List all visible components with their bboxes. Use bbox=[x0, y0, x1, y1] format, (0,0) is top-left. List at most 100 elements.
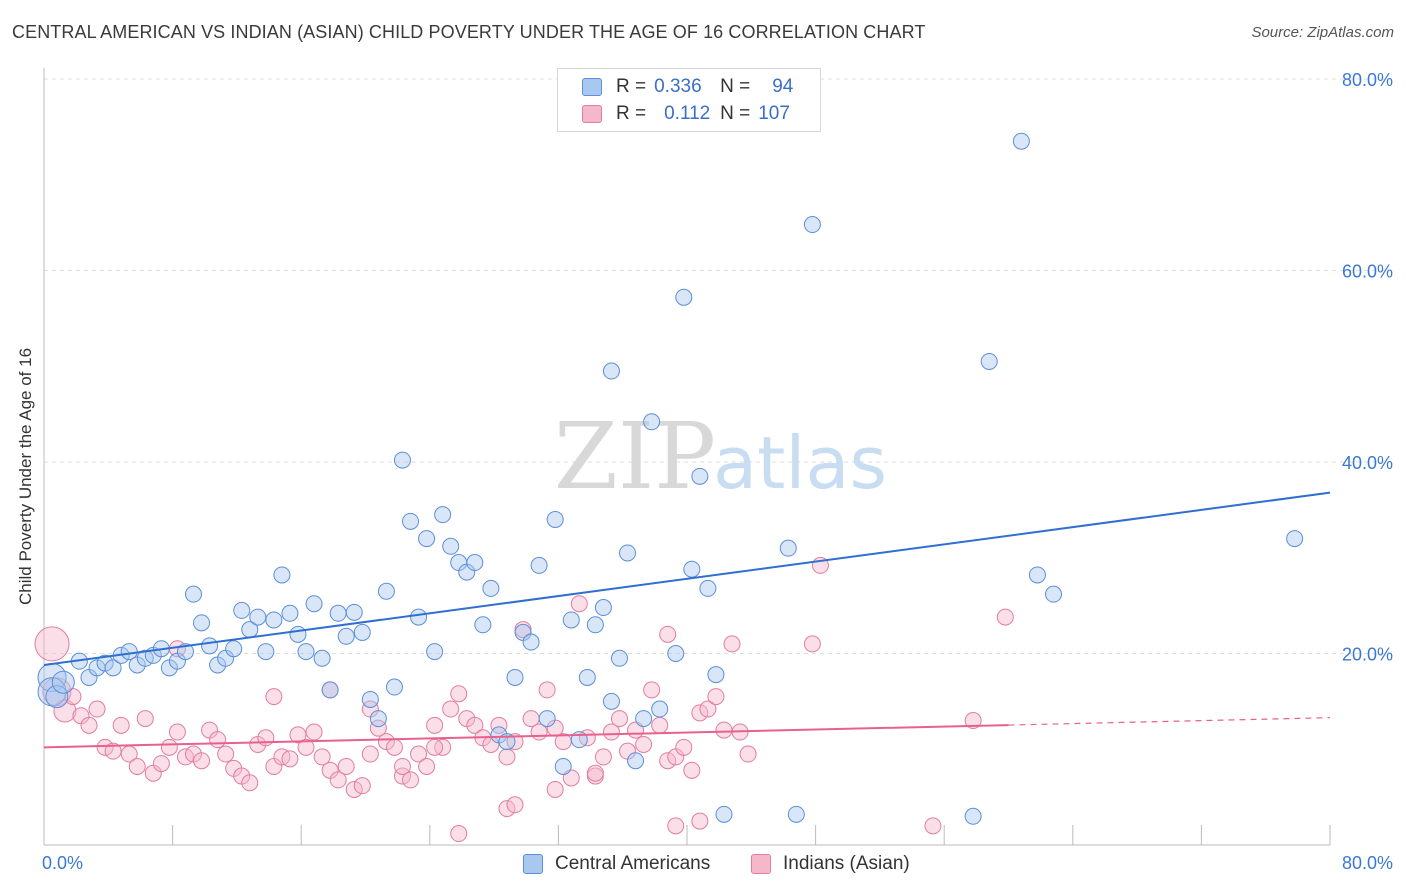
point-indians bbox=[683, 761, 701, 779]
legend-r-value: 0.336 bbox=[654, 76, 702, 97]
point-indians bbox=[490, 716, 508, 734]
point-central-americans bbox=[377, 582, 395, 600]
point-indians bbox=[297, 738, 315, 756]
y-tick-label: 40.0% bbox=[1342, 453, 1393, 473]
y-tick-label: 60.0% bbox=[1342, 262, 1393, 282]
legend-label-indians: Indians (Asian) bbox=[783, 853, 910, 874]
trend-lines bbox=[43, 491, 1331, 749]
legend-swatch-blue bbox=[582, 78, 602, 96]
point-indians bbox=[562, 769, 580, 787]
point-indians bbox=[289, 726, 307, 744]
point-central-americans bbox=[530, 556, 548, 574]
point-indians bbox=[643, 681, 661, 699]
point-indians bbox=[450, 825, 468, 843]
point-central-americans bbox=[651, 700, 669, 718]
point-indians bbox=[610, 710, 628, 728]
point-central-americans bbox=[201, 637, 219, 655]
point-central-americans bbox=[37, 677, 67, 707]
point-central-americans bbox=[715, 805, 733, 823]
point-indians bbox=[675, 738, 693, 756]
point-indians bbox=[498, 748, 516, 766]
legend-swatch-pink bbox=[582, 105, 602, 123]
point-central-americans bbox=[321, 681, 339, 699]
legend-row-central-americans: R = 0.336 N = 94 bbox=[582, 75, 793, 99]
point-central-americans bbox=[329, 604, 347, 622]
point-central-americans bbox=[249, 608, 267, 626]
point-indians bbox=[426, 716, 444, 734]
point-central-americans bbox=[1286, 530, 1304, 548]
legend-r-value: 0.112 bbox=[664, 103, 711, 124]
point-indians bbox=[442, 700, 460, 718]
point-indians bbox=[506, 796, 524, 814]
trend-line-indians-extension bbox=[1008, 717, 1331, 726]
point-indians bbox=[112, 716, 130, 734]
point-central-americans bbox=[602, 362, 620, 380]
legend-item-central-americans[interactable]: Central Americans bbox=[523, 853, 710, 875]
watermark-zip: ZIP bbox=[554, 403, 716, 510]
point-indians bbox=[410, 745, 428, 763]
point-indians bbox=[996, 608, 1014, 626]
point-central-americans bbox=[385, 678, 403, 696]
point-indians bbox=[80, 716, 98, 734]
point-central-americans bbox=[538, 710, 556, 728]
point-central-americans bbox=[667, 645, 685, 662]
point-indians bbox=[707, 688, 725, 706]
point-central-americans bbox=[803, 216, 821, 234]
point-indians bbox=[305, 723, 323, 741]
trend-line-indians bbox=[43, 724, 1009, 749]
point-central-americans bbox=[602, 692, 620, 710]
point-central-americans bbox=[675, 288, 693, 306]
point-indians bbox=[361, 745, 379, 763]
trend-line-central-americans bbox=[43, 491, 1331, 666]
legend-n-value: 94 bbox=[772, 76, 794, 97]
point-indians bbox=[546, 780, 564, 798]
point-indians bbox=[426, 738, 444, 756]
point-indians bbox=[739, 745, 757, 763]
point-indians bbox=[168, 723, 186, 741]
point-central-americans bbox=[265, 611, 283, 629]
legend-n-label: N = bbox=[720, 76, 751, 97]
legend-row-indians: R = 0.112 N = 107 bbox=[582, 102, 790, 126]
y-tick-label: 20.0% bbox=[1342, 645, 1393, 665]
point-central-americans bbox=[361, 690, 379, 708]
point-central-americans bbox=[410, 608, 428, 626]
point-indians bbox=[217, 745, 235, 763]
point-indians bbox=[402, 771, 420, 789]
legend-r-label: R = bbox=[616, 103, 647, 124]
point-central-americans bbox=[787, 805, 805, 823]
point-central-americans bbox=[273, 566, 291, 584]
source-label: Source: ZipAtlas.com bbox=[1251, 24, 1394, 41]
x-tick-label: 80.0% bbox=[1342, 853, 1393, 873]
point-indians bbox=[498, 800, 516, 818]
point-central-americans bbox=[104, 659, 122, 677]
point-indians bbox=[586, 764, 604, 782]
tick-labels: 20.0% 40.0% 60.0% 80.0% 0.0% 80.0% bbox=[42, 70, 1393, 873]
point-indians bbox=[691, 812, 709, 830]
point-central-americans bbox=[345, 603, 363, 621]
point-indians bbox=[160, 738, 178, 756]
point-central-americans bbox=[257, 643, 275, 661]
grid-lines bbox=[44, 78, 1394, 654]
legend-item-indians[interactable]: Indians (Asian) bbox=[751, 853, 910, 875]
point-indians bbox=[88, 700, 106, 718]
y-axis-label: Child Poverty Under the Age of 16 bbox=[16, 347, 35, 605]
point-central-americans bbox=[610, 649, 628, 667]
point-indians bbox=[128, 757, 146, 775]
point-central-americans bbox=[1012, 132, 1030, 150]
point-central-americans bbox=[193, 614, 211, 632]
legend-label-central-americans: Central Americans bbox=[555, 853, 711, 874]
point-indians bbox=[96, 738, 114, 756]
watermark: ZIP atlas bbox=[554, 403, 887, 510]
point-indians bbox=[337, 757, 355, 775]
point-indians bbox=[393, 767, 411, 785]
point-central-americans bbox=[594, 599, 612, 617]
point-indians bbox=[570, 595, 588, 613]
point-indians bbox=[691, 704, 709, 722]
point-central-americans bbox=[297, 643, 315, 661]
point-central-americans bbox=[619, 544, 637, 562]
point-central-americans bbox=[1045, 585, 1063, 603]
point-indians bbox=[418, 757, 436, 775]
point-central-americans bbox=[578, 668, 596, 686]
point-central-americans bbox=[51, 670, 75, 694]
point-indians bbox=[369, 719, 387, 737]
